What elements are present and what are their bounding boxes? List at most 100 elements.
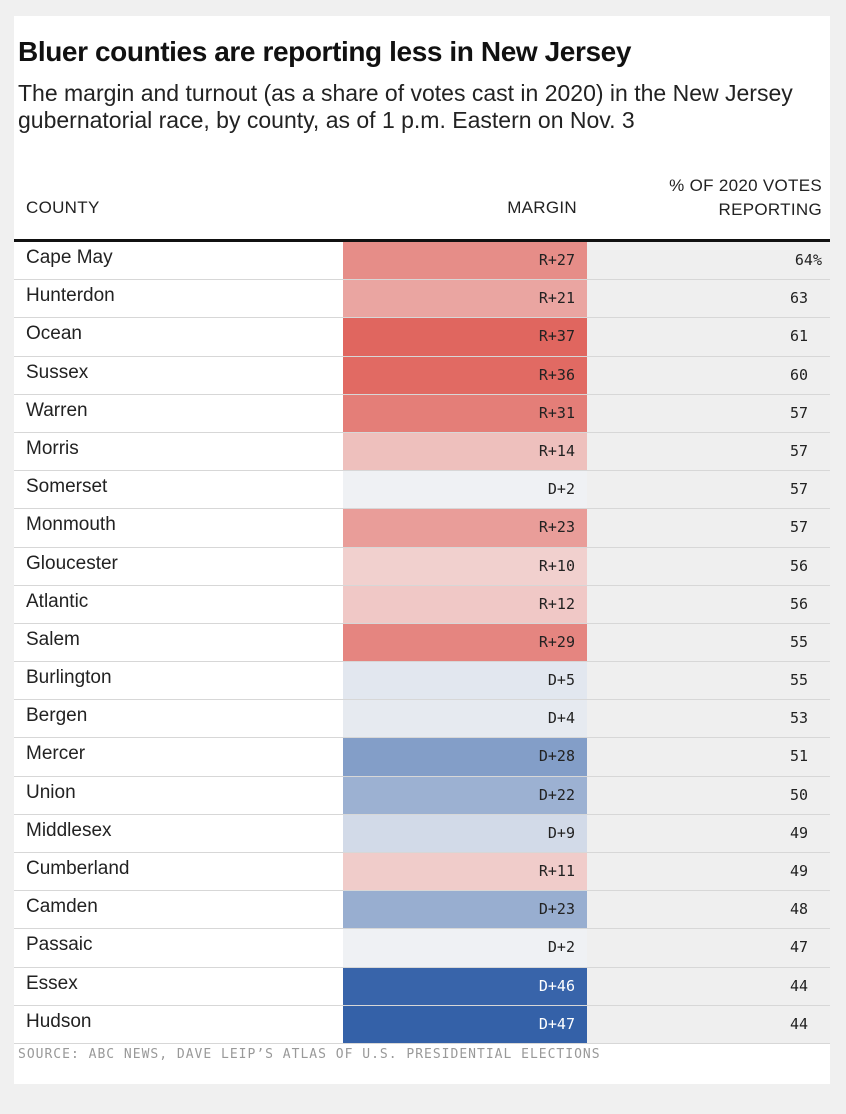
margin-label: D+5 — [547, 671, 575, 690]
margin-cell: R+37 — [343, 318, 587, 356]
table-row: Hudson D+47 44 — [14, 1005, 830, 1044]
table-row: Atlantic R+12 56 — [14, 585, 830, 624]
table-row: Burlington D+5 55 — [14, 662, 830, 701]
county-name: Camden — [26, 896, 98, 918]
margin-cell: D+2 — [343, 929, 587, 967]
pct-reporting-cell: 48 — [587, 891, 830, 929]
pct-reporting-value: 53 — [789, 709, 808, 728]
pct-reporting-value: 57 — [789, 518, 808, 537]
pct-reporting-value: 57 — [789, 403, 808, 422]
county-name: Ocean — [26, 323, 82, 345]
pct-reporting-value: 47 — [789, 938, 808, 957]
margin-cell: D+9 — [343, 814, 587, 852]
pct-reporting-value: 49 — [789, 823, 808, 842]
margin-label: D+2 — [547, 938, 575, 957]
margin-label: D+28 — [538, 747, 575, 766]
pct-reporting-cell: 57 — [587, 432, 830, 471]
header-rule — [14, 239, 830, 242]
table-row: Cape May R+27 64% — [14, 242, 830, 281]
margin-cell: R+21 — [343, 280, 587, 318]
pct-reporting-value: 55 — [789, 671, 808, 690]
margin-label: D+47 — [538, 1014, 575, 1033]
county-name: Burlington — [26, 667, 112, 689]
county-name: Warren — [26, 399, 88, 421]
margin-label: D+2 — [547, 480, 575, 499]
table-row: Gloucester R+10 56 — [14, 547, 830, 586]
table-row: Monmouth R+23 57 — [14, 509, 830, 548]
margin-cell: D+4 — [343, 700, 587, 738]
county-name: Mercer — [26, 743, 86, 765]
county-name: Essex — [26, 972, 78, 994]
table-row: Somerset D+2 57 — [14, 471, 830, 510]
county-name: Monmouth — [26, 514, 116, 536]
margin-label: D+22 — [538, 785, 575, 804]
margin-cell: R+23 — [343, 509, 587, 547]
table-row: Cumberland R+11 49 — [14, 853, 830, 892]
margin-label: R+14 — [538, 441, 575, 460]
pct-reporting-value: 56 — [789, 556, 808, 575]
margin-cell: R+27 — [343, 242, 587, 280]
margin-label: D+9 — [547, 823, 575, 842]
margin-label: R+10 — [538, 556, 575, 575]
pct-reporting-value: 63 — [789, 289, 808, 308]
margin-cell: R+31 — [343, 394, 587, 432]
table-row: Middlesex D+9 49 — [14, 814, 830, 853]
pct-reporting-cell: 57 — [587, 509, 830, 547]
margin-label: R+11 — [538, 862, 575, 880]
margin-label: R+36 — [538, 365, 575, 384]
pct-reporting-cell: 55 — [587, 662, 830, 700]
table-row: Hunterdon R+21 63 — [14, 280, 830, 319]
table-row: Passaic D+2 47 — [14, 929, 830, 968]
table-row: Sussex R+36 60 — [14, 356, 830, 395]
table-row: Salem R+29 55 — [14, 623, 830, 663]
pct-reporting-cell: 64% — [587, 242, 830, 280]
pct-reporting-value: 60 — [789, 365, 808, 384]
margin-label: R+29 — [538, 632, 575, 651]
margin-label: D+4 — [547, 709, 575, 728]
source-note: SOURCE: ABC NEWS, DAVE LEIP’S ATLAS OF U… — [18, 1047, 601, 1062]
margin-cell: D+5 — [343, 662, 587, 700]
pct-reporting-cell: 49 — [587, 814, 830, 852]
margin-cell: D+46 — [343, 967, 587, 1005]
table-row: Essex D+46 44 — [14, 967, 830, 1006]
county-name: Salem — [26, 628, 80, 650]
county-name: Cumberland — [26, 858, 130, 879]
pct-reporting-value: 56 — [789, 594, 808, 613]
pct-reporting-cell: 44 — [587, 967, 830, 1005]
margin-cell: R+10 — [343, 547, 587, 585]
table-row: Warren R+31 57 — [14, 394, 830, 433]
margin-cell: D+2 — [343, 471, 587, 509]
pct-reporting-cell: 44 — [587, 1005, 830, 1043]
pct-reporting-cell: 55 — [587, 623, 830, 662]
table-row: Ocean R+37 61 — [14, 318, 830, 357]
column-header-pct-reporting: % OF 2020 VOTES REPORTING — [669, 176, 822, 219]
county-name: Cape May — [26, 247, 113, 268]
pct-reporting-cell: 56 — [587, 585, 830, 623]
margin-cell: R+12 — [343, 585, 587, 623]
pct-reporting-cell: 50 — [587, 776, 830, 814]
county-name: Morris — [26, 437, 79, 459]
pct-reporting-value: 50 — [789, 785, 808, 804]
pct-reporting-value: 44 — [789, 1014, 808, 1033]
margin-label: D+46 — [538, 976, 575, 995]
county-name: Passaic — [26, 934, 93, 956]
county-name: Gloucester — [26, 552, 118, 574]
county-name: Bergen — [26, 705, 88, 727]
pct-reporting-cell: 60 — [587, 356, 830, 394]
pct-reporting-value: 48 — [789, 900, 808, 919]
county-name: Middlesex — [26, 819, 112, 841]
pct-reporting-cell: 53 — [587, 700, 830, 738]
column-header-county: COUNTY — [26, 198, 100, 217]
pct-reporting-value: 61 — [789, 327, 808, 346]
pct-reporting-cell: 51 — [587, 738, 830, 776]
table-row: Morris R+14 57 — [14, 432, 830, 472]
county-name: Somerset — [26, 476, 108, 498]
table-row: Mercer D+28 51 — [14, 738, 830, 777]
county-name: Union — [26, 781, 76, 803]
pct-reporting-cell: 63 — [587, 280, 830, 318]
chart-card: Bluer counties are reporting less in New… — [14, 16, 830, 1084]
margin-cell: D+22 — [343, 776, 587, 814]
chart-subtitle: The margin and turnout (as a share of vo… — [18, 80, 793, 133]
margin-cell: D+47 — [343, 1005, 587, 1043]
pct-reporting-cell: 47 — [587, 929, 830, 967]
